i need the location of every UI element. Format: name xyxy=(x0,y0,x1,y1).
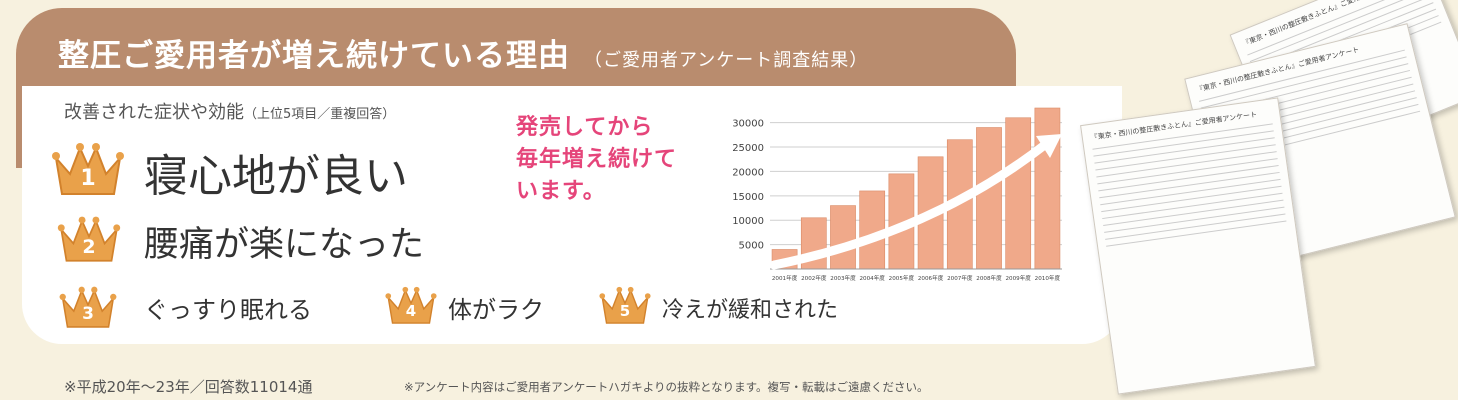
section-label-note: （上位5項目／重複回答） xyxy=(244,107,396,122)
y-tick-label: 5000 xyxy=(739,241,764,252)
page-title: 整圧ご愛用者が増え続けている理由 （ご愛用者アンケート調査結果） xyxy=(58,38,869,74)
page-subtitle: （ご愛用者アンケート調査結果） xyxy=(584,50,869,71)
crown-icon: 4 xyxy=(384,284,438,328)
crown-icon: 1 xyxy=(50,140,126,200)
crown-icon: 3 xyxy=(58,284,118,332)
bar xyxy=(976,127,1002,270)
survey-sheet-front: 『東京・西川の整圧敷きふとん』ご愛用者アンケート xyxy=(1080,97,1316,395)
bar xyxy=(1005,117,1032,270)
callout-line: います。 xyxy=(516,179,606,204)
x-tick-label: 2010年度 xyxy=(1035,274,1061,282)
rank-1-text: 寝心地が良い xyxy=(144,151,408,202)
callout-text: 発売してから 毎年増え続けて います。 xyxy=(516,112,677,208)
rank-3-text: ぐっすり眠れる xyxy=(144,296,312,324)
x-tick-label: 2003年度 xyxy=(830,274,856,282)
x-tick-label: 2004年度 xyxy=(859,274,885,282)
y-tick-label: 10000 xyxy=(732,216,764,227)
y-tick-label: 15000 xyxy=(732,192,764,203)
x-tick-label: 2008年度 xyxy=(976,274,1002,282)
footer-note-right: ※アンケート内容はご愛用者アンケートハガキよりの抜粋となります。複写・転載はご遠… xyxy=(404,380,929,394)
rank-number: 2 xyxy=(82,236,96,258)
crown-icon: 5 xyxy=(598,284,652,328)
footer-note-left: ※平成20年～23年／回答数11014通 xyxy=(64,378,313,396)
callout-line: 発売してから xyxy=(516,115,654,140)
rank-2-text: 腰痛が楽になった xyxy=(144,225,425,265)
section-label: 改善された症状や効能（上位5項目／重複回答） xyxy=(64,102,396,123)
bar xyxy=(830,205,856,270)
trend-arrow-shaft xyxy=(769,139,1051,270)
y-tick-label: 20000 xyxy=(732,167,764,178)
rank-number: 1 xyxy=(80,166,96,191)
x-tick-label: 2005年度 xyxy=(889,274,915,282)
crown-icon: 2 xyxy=(56,214,122,266)
y-tick-label: 25000 xyxy=(732,143,764,154)
x-tick-label: 2009年度 xyxy=(1005,274,1031,282)
growth-bar-chart: 30000 25000 20000 15000 10000 5000 2001年度 2002年… xyxy=(732,107,1062,282)
rank-5-text: 冷えが緩和された xyxy=(662,298,839,323)
x-tick-label: 2007年度 xyxy=(947,274,973,282)
x-tick-label: 2006年度 xyxy=(918,274,944,282)
trend-arrow-head xyxy=(1036,134,1062,158)
bar xyxy=(859,190,886,270)
callout-line: 毎年増え続けて xyxy=(516,147,678,172)
x-tick-label: 2001年度 xyxy=(772,274,798,282)
y-tick-label: 30000 xyxy=(732,119,764,130)
bar xyxy=(1034,107,1061,270)
rank-number: 4 xyxy=(405,302,417,320)
x-tick-label: 2002年度 xyxy=(801,274,827,282)
rank-4-text: 体がラク xyxy=(448,296,544,324)
rank-number: 3 xyxy=(82,304,94,324)
rank-number: 5 xyxy=(619,302,631,320)
